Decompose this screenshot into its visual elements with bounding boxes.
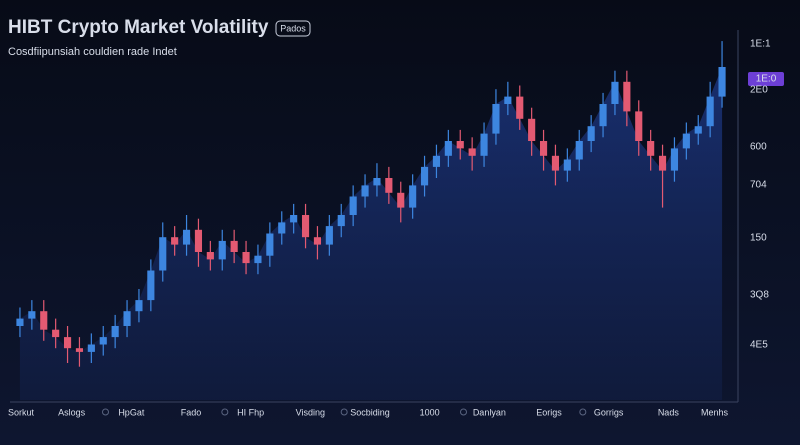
candle-body [218, 240, 226, 260]
x-label: Aslogs [58, 407, 86, 417]
x-label: Nads [658, 407, 680, 417]
candle-body [504, 96, 512, 104]
y-label: 150 [750, 233, 767, 244]
candle-body [623, 81, 631, 112]
candle-body [718, 67, 726, 97]
candle-body [147, 270, 155, 301]
candle-body [52, 329, 60, 338]
candle-body [301, 215, 310, 238]
candle-body [397, 192, 405, 208]
x-dot [102, 408, 109, 416]
candle-body [361, 185, 369, 197]
badge-box [275, 20, 311, 37]
x-label: Socbiding [350, 407, 390, 417]
candle-body [230, 240, 238, 252]
candle-body [206, 252, 214, 260]
candle-body [409, 185, 417, 208]
x-label: Sorkut [8, 407, 35, 417]
candle-body [123, 311, 131, 326]
x-label: Eorigs [536, 407, 562, 417]
candle-body [373, 178, 381, 186]
y-label: 704 [750, 180, 767, 191]
candle-body [194, 229, 203, 252]
candle-body [266, 233, 274, 256]
candle-body [159, 237, 167, 271]
y-label: 600 [750, 142, 767, 153]
x-dot [221, 408, 229, 416]
candle-body [694, 126, 702, 134]
x-dot [579, 408, 587, 416]
candle-body [682, 133, 690, 149]
candle-body [444, 141, 452, 156]
candle-body [658, 155, 667, 171]
candle-body [290, 215, 298, 223]
subtitle: Cosdfiipunsiah couldien rade Indet [8, 46, 177, 58]
candle-body [539, 141, 548, 156]
candle-body [75, 348, 84, 352]
candle-body [171, 237, 179, 245]
candle-body [516, 96, 524, 119]
close-area [19, 67, 723, 400]
candle-body [111, 326, 119, 338]
y-label: 3Q8 [750, 290, 769, 301]
candle-body [551, 155, 560, 171]
candle-body [563, 159, 571, 171]
x-label: Fado [181, 407, 202, 417]
candle-body [706, 96, 714, 127]
candle-body [87, 344, 95, 352]
candle-body [480, 133, 488, 156]
x-label: HI Fhp [237, 407, 264, 417]
y-label: 4E5 [750, 340, 768, 351]
badge: Pados [280, 23, 306, 33]
candle-body [313, 237, 322, 245]
candle-body [278, 222, 286, 234]
candle-body [63, 337, 72, 349]
candle-body [325, 226, 333, 245]
x-label: Danlyan [473, 407, 506, 417]
x-label: Gorrigs [594, 407, 624, 417]
candle-body [528, 118, 536, 141]
y-label-badge [748, 72, 784, 86]
candle-body [587, 126, 595, 141]
candle-body [28, 311, 36, 319]
candle-body [611, 81, 619, 104]
y-label: 2E0 [750, 85, 768, 96]
candle-body [670, 148, 679, 171]
candle-body [254, 255, 262, 264]
candle-body [337, 215, 345, 227]
x-label: HpGat [118, 407, 145, 417]
y-label: 1E:1 [750, 39, 771, 50]
candle-body [468, 148, 476, 156]
candle-body [135, 300, 143, 312]
candle-body [242, 252, 250, 264]
candle-body [456, 141, 464, 149]
candle-body [99, 337, 107, 345]
candle-body [349, 196, 357, 215]
chart-title: HIBT Crypto Market Volatility [8, 17, 269, 38]
candle-body [635, 111, 643, 141]
x-label: Menhs [701, 407, 729, 417]
candle-body [575, 141, 583, 160]
candle-body [432, 155, 441, 167]
candle-body [492, 104, 500, 134]
x-label: Visding [296, 407, 325, 417]
x-dot [460, 408, 467, 416]
candle-body [385, 178, 393, 193]
candle-body [16, 318, 24, 326]
y-label: 1E:0 [756, 74, 777, 85]
x-dot [340, 408, 348, 416]
candle-body [420, 166, 429, 186]
x-label: 1000 [420, 407, 440, 417]
candle-body [40, 311, 48, 330]
candle-body [647, 141, 655, 156]
candle-body [182, 229, 191, 245]
candle-body [599, 104, 607, 127]
